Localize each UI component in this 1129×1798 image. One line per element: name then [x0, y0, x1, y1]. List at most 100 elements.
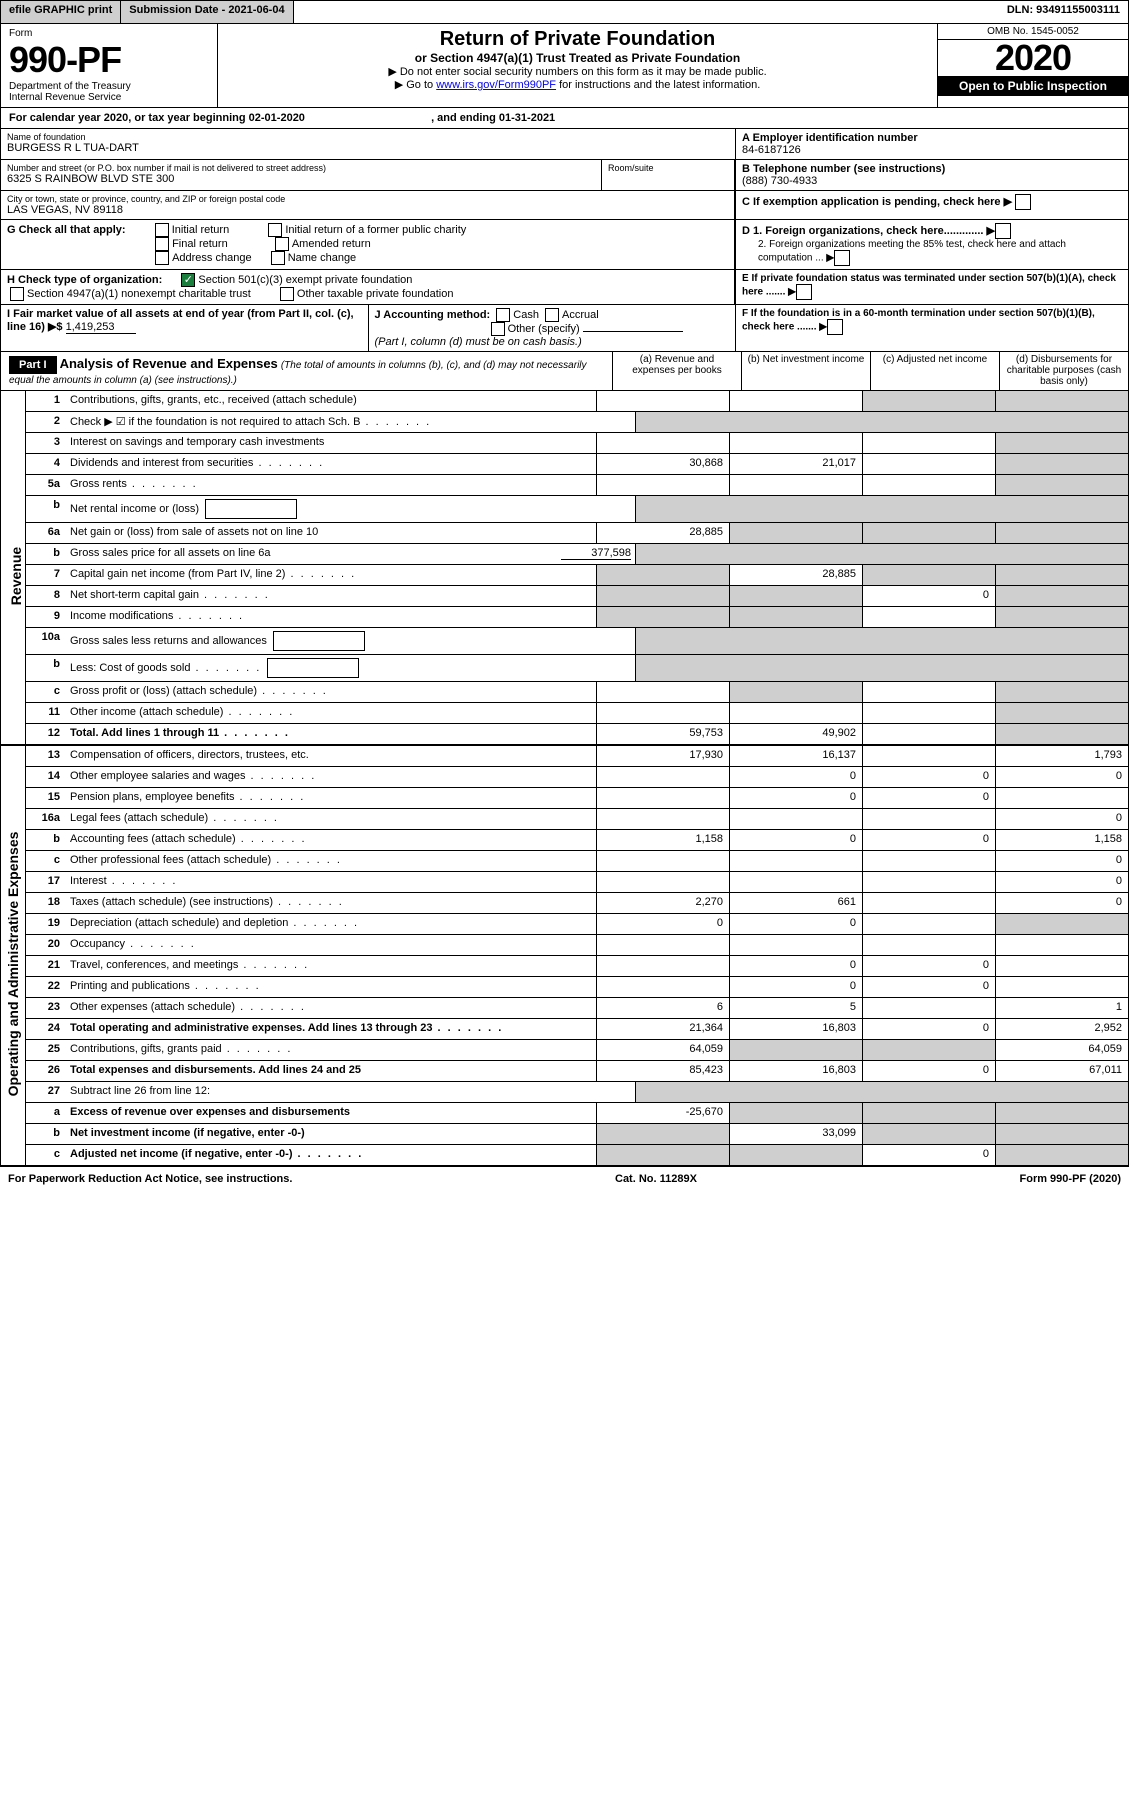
efile-print-button[interactable]: efile GRAPHIC print — [1, 1, 121, 23]
col-b: 0 — [729, 914, 862, 934]
col-b — [729, 433, 862, 453]
instr2-post: for instructions and the latest informat… — [556, 79, 760, 91]
check-f[interactable] — [827, 319, 843, 335]
col-d — [995, 475, 1128, 495]
cal-begin: 02-01-2020 — [249, 112, 305, 124]
year-block: OMB No. 1545-0052 2020 Open to Public In… — [937, 24, 1128, 107]
check-501c3[interactable]: ✓ — [181, 273, 195, 287]
line-text: Gross sales price for all assets on line… — [66, 544, 635, 564]
check-address[interactable] — [155, 251, 169, 265]
col-d — [995, 586, 1128, 606]
check-d1[interactable] — [995, 223, 1011, 239]
line-14: 14Other employee salaries and wages . . … — [26, 767, 1128, 788]
spacer — [294, 1, 999, 23]
col-c — [862, 703, 995, 723]
check-e[interactable] — [796, 284, 812, 300]
blank-cells — [635, 1082, 1128, 1102]
line-text: Taxes (attach schedule) (see instruction… — [66, 893, 596, 913]
ein-b-val: (888) 730-4933 — [742, 175, 1122, 187]
col-c: 0 — [862, 586, 995, 606]
line-27a: aExcess of revenue over expenses and dis… — [26, 1103, 1128, 1124]
line-num: 12 — [26, 724, 66, 744]
line-text: Legal fees (attach schedule) . . . . . .… — [66, 809, 596, 829]
line-num: 4 — [26, 454, 66, 474]
line-num: 19 — [26, 914, 66, 934]
form-id-block: Form 990-PF Department of the Treasury I… — [1, 24, 218, 107]
line-text: Printing and publications . . . . . . . — [66, 977, 596, 997]
check-d2[interactable] — [834, 250, 850, 266]
col-d — [995, 914, 1128, 934]
col-b — [729, 703, 862, 723]
calendar-text: For calendar year 2020, or tax year begi… — [1, 108, 1128, 128]
check-cash[interactable] — [496, 308, 510, 322]
col-b: 0 — [729, 830, 862, 850]
h-other: Other taxable private foundation — [297, 288, 454, 300]
j-other: Other (specify) — [508, 323, 580, 335]
col-d — [995, 956, 1128, 976]
col-a: 0 — [596, 914, 729, 934]
revenue-lines: 1Contributions, gifts, grants, etc., rec… — [26, 391, 1128, 744]
arrow-icon: ▶ — [1004, 196, 1012, 208]
h-c3: Section 501(c)(3) exempt private foundat… — [198, 274, 412, 286]
col-b: 0 — [729, 788, 862, 808]
col-a: 28,885 — [596, 523, 729, 543]
col-c — [862, 851, 995, 871]
line-text: Total expenses and disbursements. Add li… — [66, 1061, 596, 1081]
line-16a: 16aLegal fees (attach schedule) . . . . … — [26, 809, 1128, 830]
col-d — [995, 1124, 1128, 1144]
col-c — [862, 872, 995, 892]
line-text: Travel, conferences, and meetings . . . … — [66, 956, 596, 976]
check-amended[interactable] — [275, 237, 289, 251]
line-3: 3Interest on savings and temporary cash … — [26, 433, 1128, 454]
ein-d: D 1. Foreign organizations, check here..… — [735, 220, 1128, 269]
line-num: 11 — [26, 703, 66, 723]
col-c — [862, 523, 995, 543]
check-final[interactable] — [155, 237, 169, 251]
check-accrual[interactable] — [545, 308, 559, 322]
line-text: Total. Add lines 1 through 11 . . . . . … — [66, 724, 596, 744]
dots: . . . . . . . — [292, 1148, 363, 1160]
col-a — [596, 977, 729, 997]
check-other-tax[interactable] — [280, 287, 294, 301]
check-4947[interactable] — [10, 287, 24, 301]
j-note: (Part I, column (d) must be on cash basi… — [375, 336, 582, 348]
dots: . . . . . . . — [253, 457, 324, 469]
line-11: 11Other income (attach schedule) . . . .… — [26, 703, 1128, 724]
check-initial[interactable] — [155, 223, 169, 237]
topbar: efile GRAPHIC print Submission Date - 20… — [0, 0, 1129, 24]
line-text: Accounting fees (attach schedule) . . . … — [66, 830, 596, 850]
col-b: 0 — [729, 767, 862, 787]
g-address: Address change — [172, 252, 252, 264]
line-num: 22 — [26, 977, 66, 997]
line-7: 7Capital gain net income (from Part IV, … — [26, 565, 1128, 586]
g-d-row: G Check all that apply: Initial return I… — [0, 220, 1129, 270]
ein-c: C If exemption application is pending, c… — [735, 191, 1128, 219]
check-initial-former[interactable] — [268, 223, 282, 237]
col-c — [862, 475, 995, 495]
line-num: 18 — [26, 893, 66, 913]
line-5a: 5aGross rents . . . . . . . — [26, 475, 1128, 496]
col-b — [729, 391, 862, 411]
g-name-change: Name change — [288, 252, 357, 264]
ein-b: B Telephone number (see instructions) (8… — [735, 160, 1128, 190]
instr-link[interactable]: www.irs.gov/Form990PF — [436, 79, 556, 91]
line-text: Capital gain net income (from Part IV, l… — [66, 565, 596, 585]
col-a — [596, 1124, 729, 1144]
col-c — [862, 433, 995, 453]
check-other-acct[interactable] — [491, 322, 505, 336]
line-10c: cGross profit or (loss) (attach schedule… — [26, 682, 1128, 703]
line-num: 7 — [26, 565, 66, 585]
check-c[interactable] — [1015, 194, 1031, 210]
line-25: 25Contributions, gifts, grants paid . . … — [26, 1040, 1128, 1061]
addr-block: Number and street (or P.O. box number if… — [1, 160, 602, 190]
col-c: 0 — [862, 1061, 995, 1081]
col-b — [729, 475, 862, 495]
footer-right: Form 990-PF (2020) — [1020, 1173, 1121, 1185]
expenses-grid: Operating and Administrative Expenses 13… — [0, 746, 1129, 1166]
check-name-change[interactable] — [271, 251, 285, 265]
line-text: Income modifications . . . . . . . — [66, 607, 596, 627]
col-c — [862, 607, 995, 627]
line-text: Dividends and interest from securities .… — [66, 454, 596, 474]
col-a — [596, 391, 729, 411]
irs: Internal Revenue Service — [9, 92, 209, 103]
